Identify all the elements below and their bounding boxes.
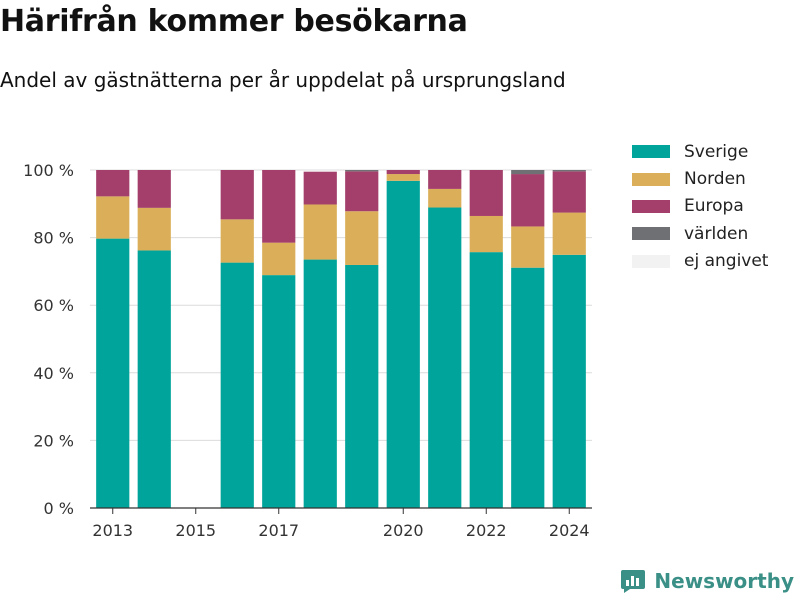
chart-subtitle: Andel av gästnätterna per år uppdelat på…: [0, 68, 566, 92]
y-tick-label: 60 %: [33, 296, 74, 315]
bar-2013-Norden: [96, 196, 130, 239]
chart-title: Härifrån kommer besökarna: [0, 4, 468, 39]
bar-2019-Sverige: [345, 264, 379, 508]
bar-2024-Europa: [552, 171, 586, 213]
legend-item: världen: [632, 220, 768, 247]
legend: Sverige Norden Europa världen ej angivet: [632, 138, 768, 275]
bar-2018-Norden: [303, 204, 337, 260]
bar-2018-Europa: [303, 171, 337, 205]
bar-2017-Sverige: [262, 275, 296, 508]
legend-item: ej angivet: [632, 248, 768, 275]
x-axis-ticks: 2013 2015 2017 2020 2022 2024: [92, 508, 590, 540]
bar-2013-Sverige: [96, 238, 130, 508]
bar-2016-Sverige: [220, 262, 254, 508]
x-tick-label: 2024: [549, 521, 590, 540]
bar-2020-Europa: [386, 170, 420, 175]
grid-lines: [90, 169, 592, 441]
bar-2019-världen: [345, 170, 379, 172]
bar-2021-Norden: [428, 188, 462, 208]
bar-2019-Norden: [345, 211, 379, 265]
brand-name: Newsworthy: [654, 569, 794, 593]
x-tick-label: 2017: [258, 521, 299, 540]
bar-2020-Norden: [386, 174, 420, 181]
bars: [96, 170, 586, 509]
legend-item: Europa: [632, 193, 768, 220]
bar-2017-Europa: [262, 170, 296, 243]
bar-2021-Sverige: [428, 207, 462, 508]
y-tick-label: 0 %: [44, 499, 74, 518]
bar-2014-Sverige: [137, 250, 171, 508]
y-tick-label: 80 %: [33, 229, 74, 248]
legend-item: Sverige: [632, 138, 768, 165]
bar-2023-Europa: [511, 174, 545, 227]
bar-2019-Europa: [345, 171, 379, 212]
x-tick-label: 2013: [92, 521, 133, 540]
y-axis-ticks: 0 % 20 % 40 % 60 % 80 % 100 %: [23, 161, 74, 518]
bar-2017-Norden: [262, 242, 296, 276]
bar-2014-Europa: [137, 170, 171, 208]
bar-2024-Norden: [552, 212, 586, 255]
x-tick-label: 2020: [383, 521, 424, 540]
legend-label: Sverige: [684, 141, 749, 162]
legend-swatch: [632, 172, 670, 186]
legend-label: världen: [684, 223, 749, 244]
bar-2023-Sverige: [511, 267, 545, 508]
bar-2022-Norden: [469, 215, 503, 253]
bar-2024-världen: [552, 170, 586, 172]
y-tick-label: 100 %: [23, 161, 74, 180]
legend-label: Norden: [684, 169, 746, 190]
x-tick-label: 2015: [175, 521, 216, 540]
bar-2024-Sverige: [552, 254, 586, 508]
y-tick-label: 20 %: [33, 431, 74, 450]
newsworthy-logo-icon: [621, 570, 646, 593]
y-tick-label: 40 %: [33, 364, 74, 383]
legend-swatch: [632, 254, 670, 268]
bar-2018-Sverige: [303, 259, 337, 508]
legend-item: Norden: [632, 165, 768, 192]
legend-label: ej angivet: [684, 251, 769, 272]
bar-2023-världen: [511, 170, 545, 175]
brand: Newsworthy: [620, 568, 794, 594]
bar-2022-Europa: [469, 170, 503, 216]
bar-2023-Norden: [511, 226, 545, 268]
bar-2022-Sverige: [469, 252, 503, 508]
bar-2020-Sverige: [386, 180, 420, 509]
bar-2021-Europa: [428, 170, 462, 189]
legend-label: Europa: [684, 196, 744, 217]
legend-swatch: [632, 199, 670, 213]
bar-2016-Europa: [220, 170, 254, 220]
bar-2013-Europa: [96, 170, 130, 197]
legend-swatch: [632, 145, 670, 159]
x-tick-label: 2022: [466, 521, 507, 540]
bar-2014-Norden: [137, 207, 171, 251]
bar-2016-Norden: [220, 219, 254, 263]
legend-swatch: [632, 227, 670, 241]
